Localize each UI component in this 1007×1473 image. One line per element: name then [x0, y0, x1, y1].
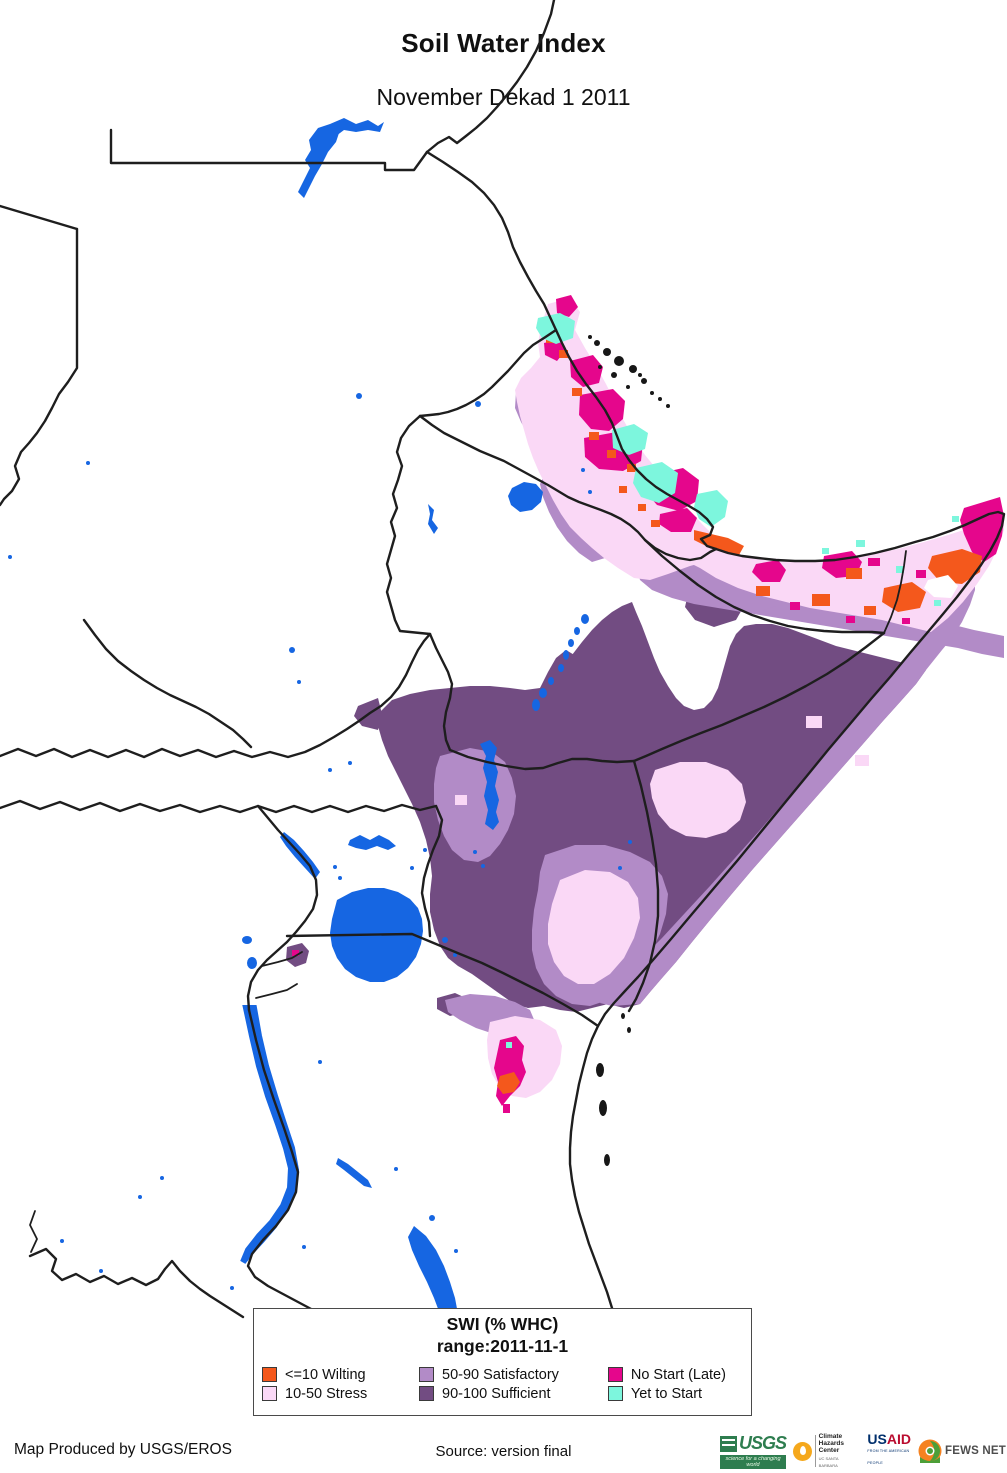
fewsnet-globe-icon [918, 1439, 942, 1463]
legend-label: No Start (Late) [630, 1366, 726, 1383]
legend-column: No Start (Late) Yet to Start [607, 1365, 747, 1403]
usaid-us-text: US [867, 1431, 887, 1447]
legend-label: 90-100 Sufficient [442, 1385, 551, 1402]
legend-item: No Start (Late) [607, 1365, 747, 1384]
legend-label: 50-90 Satisfactory [442, 1366, 559, 1383]
chc-subline: UC SANTA BARBARA [818, 1456, 839, 1468]
legend-swatch-yet_to_start [607, 1386, 623, 1401]
legend-swatch-satisfactory [419, 1367, 435, 1382]
legend-item: 10-50 Stress [262, 1384, 419, 1403]
legend-item: 50-90 Satisfactory [419, 1365, 608, 1384]
usgs-tagline: science for a changing world [720, 1454, 787, 1469]
legend-item: 90-100 Sufficient [419, 1384, 608, 1403]
chc-line: Climate [818, 1433, 843, 1440]
legend-swatch-stress [262, 1386, 277, 1401]
water-drop-icon [793, 1441, 813, 1461]
usgs-logo-text: USGS [739, 1433, 787, 1453]
legend-title: SWI (% WHC) [446, 1314, 559, 1334]
legend-grid: <=10 Wilting 10-50 Stress 50-90 Satisfacto… [262, 1365, 747, 1403]
usgs-wave-icon [720, 1435, 737, 1452]
legend-swatch-wilting [262, 1367, 277, 1382]
source-label: Source: version final [435, 1443, 572, 1460]
produced-by-label: Map Produced by USGS/EROS [14, 1441, 232, 1458]
legend-column: <=10 Wilting 10-50 Stress [262, 1365, 419, 1403]
legend-range: range:2011-11-1 [436, 1336, 569, 1356]
legend-item: Yet to Start [607, 1384, 747, 1403]
page-title: Soil Water Index [401, 28, 606, 58]
page-subtitle: November Dekad 1 2011 [376, 84, 631, 110]
legend-label: <=10 Wilting [285, 1366, 366, 1383]
usaid-logo: USAID FROM THE AMERICAN PEOPLE [867, 1431, 911, 1469]
fewsnet-logo: FEWS NET [918, 1439, 1006, 1463]
country-borders [0, 0, 1006, 1336]
usaid-tagline: FROM THE AMERICAN PEOPLE [867, 1449, 910, 1465]
legend-label: 10-50 Stress [285, 1385, 368, 1402]
usgs-logo: USGS science for a changing world [720, 1433, 787, 1469]
legend-box: SWI (% WHC) range:2011-11-1 <=10 Wilting… [253, 1308, 752, 1416]
islands [588, 335, 670, 1166]
legend-column: 50-90 Satisfactory 90-100 Sufficient [419, 1365, 608, 1403]
swi-wilting-regions [497, 334, 982, 1094]
climate-hazards-center-logo: Climate Hazards Center UC SANTA BARBARA [793, 1433, 844, 1469]
fewsnet-logo-text: FEWS NET [944, 1445, 1006, 1457]
usaid-aid-text: AID [886, 1431, 911, 1447]
legend-swatch-sufficient [419, 1386, 435, 1401]
chc-line: Hazards [818, 1440, 844, 1447]
chc-line: Center [818, 1447, 840, 1454]
footer-logos: USGS science for a changing world Climat… [720, 1430, 1006, 1472]
legend-swatch-no_start [607, 1367, 623, 1382]
legend-label: Yet to Start [630, 1385, 703, 1402]
legend-item: <=10 Wilting [262, 1365, 419, 1384]
divider [815, 1435, 816, 1467]
white-gap-region [924, 575, 958, 598]
